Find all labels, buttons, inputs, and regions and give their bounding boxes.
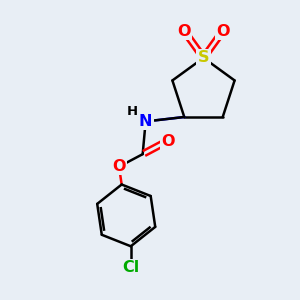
Text: H: H [127, 106, 138, 118]
Text: S: S [198, 50, 209, 65]
Text: N: N [139, 114, 152, 129]
Text: O: O [161, 134, 175, 149]
Text: Cl: Cl [122, 260, 140, 275]
Text: O: O [216, 24, 230, 39]
Text: O: O [177, 24, 191, 39]
Text: O: O [112, 159, 126, 174]
